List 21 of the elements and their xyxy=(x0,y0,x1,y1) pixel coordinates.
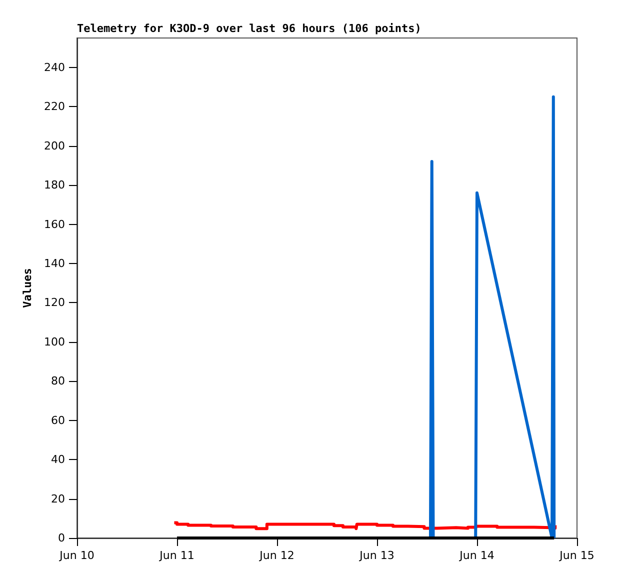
y-tick-label: 0 xyxy=(58,532,65,544)
y-tick-label: 200 xyxy=(44,139,65,152)
x-tick-label: Jun 10 xyxy=(58,549,94,562)
x-tick-label: Jun 12 xyxy=(258,549,294,562)
x-tick-label: Jun 13 xyxy=(358,549,394,562)
y-tick-label: 120 xyxy=(44,296,65,310)
y-tick-label: 20 xyxy=(51,492,65,506)
y-tick-label: 160 xyxy=(44,218,65,231)
y-tick-label: 80 xyxy=(51,374,65,388)
y-tick-label: 180 xyxy=(44,178,65,192)
chart-title: Telemetry for K3OD-9 over last 96 hours (106 points) xyxy=(77,22,422,35)
y-tick-label: 60 xyxy=(51,414,65,427)
x-tick-label: Jun 11 xyxy=(158,549,194,562)
y-axis-title: Values xyxy=(21,268,34,308)
x-tick-label: Jun 14 xyxy=(458,549,494,562)
y-tick-label: 100 xyxy=(44,335,65,348)
y-tick-label: 40 xyxy=(51,453,65,466)
y-tick-label: 140 xyxy=(44,256,65,270)
y-tick-label: 220 xyxy=(44,100,65,114)
y-tick-label: 240 xyxy=(44,60,65,74)
x-tick-label: Jun 15 xyxy=(558,549,594,562)
